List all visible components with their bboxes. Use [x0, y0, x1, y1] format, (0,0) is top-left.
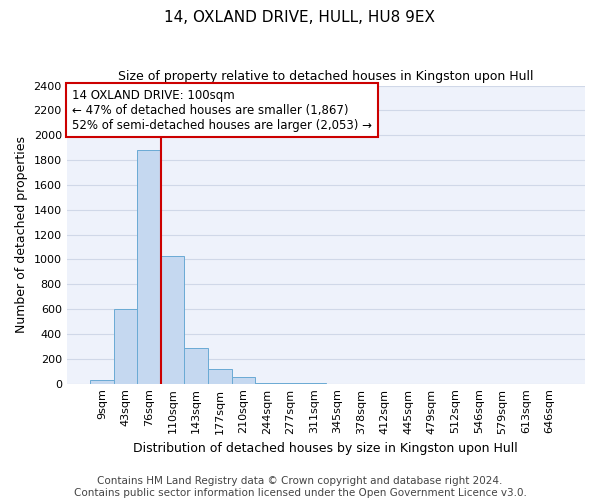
- Bar: [114, 309, 137, 384]
- Bar: [208, 370, 232, 384]
- Bar: [90, 380, 114, 384]
- Bar: [161, 256, 184, 384]
- Y-axis label: Number of detached properties: Number of detached properties: [15, 136, 28, 333]
- Bar: [137, 150, 161, 384]
- Text: Contains HM Land Registry data © Crown copyright and database right 2024.
Contai: Contains HM Land Registry data © Crown c…: [74, 476, 526, 498]
- X-axis label: Distribution of detached houses by size in Kingston upon Hull: Distribution of detached houses by size …: [133, 442, 518, 455]
- Text: 14 OXLAND DRIVE: 100sqm
← 47% of detached houses are smaller (1,867)
52% of semi: 14 OXLAND DRIVE: 100sqm ← 47% of detache…: [72, 88, 372, 132]
- Text: 14, OXLAND DRIVE, HULL, HU8 9EX: 14, OXLAND DRIVE, HULL, HU8 9EX: [164, 10, 436, 25]
- Bar: [184, 348, 208, 384]
- Bar: [255, 383, 279, 384]
- Bar: [232, 378, 255, 384]
- Title: Size of property relative to detached houses in Kingston upon Hull: Size of property relative to detached ho…: [118, 70, 533, 83]
